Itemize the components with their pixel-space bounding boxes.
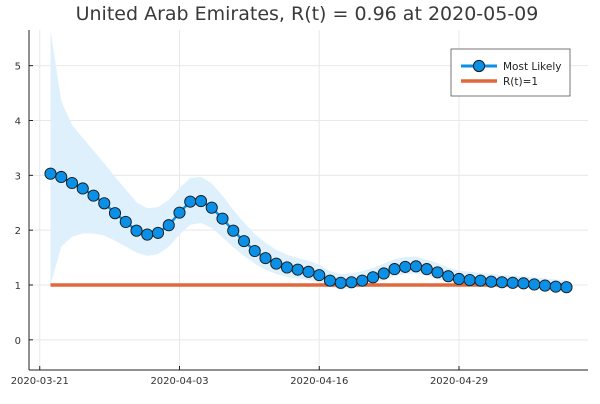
confidence-band bbox=[50, 30, 567, 293]
data-point bbox=[506, 276, 519, 289]
y-tick-label: 0 bbox=[15, 336, 21, 347]
data-point bbox=[162, 219, 175, 232]
data-point bbox=[65, 176, 79, 190]
data-point bbox=[237, 235, 251, 248]
data-point bbox=[108, 207, 122, 220]
data-point bbox=[216, 212, 229, 225]
legend: Most Likely R(t)=1 bbox=[450, 48, 571, 97]
data-point bbox=[485, 275, 498, 288]
data-point bbox=[44, 167, 57, 180]
data-point bbox=[323, 274, 337, 287]
data-point bbox=[538, 279, 552, 292]
legend-box bbox=[450, 48, 571, 97]
data-point bbox=[549, 280, 562, 293]
data-point bbox=[452, 272, 466, 286]
data-point bbox=[130, 224, 143, 237]
data-point bbox=[366, 271, 380, 284]
data-point bbox=[184, 195, 197, 208]
data-point bbox=[431, 266, 444, 279]
legend-marker-most-likely bbox=[472, 59, 486, 73]
data-point bbox=[345, 276, 358, 289]
data-point bbox=[334, 276, 347, 289]
data-point bbox=[270, 257, 283, 270]
data-point bbox=[560, 281, 573, 294]
series bbox=[44, 167, 573, 294]
axes bbox=[28, 30, 588, 371]
uncertainty-band bbox=[50, 30, 567, 293]
data-point bbox=[517, 277, 530, 290]
y-tick-label: 3 bbox=[15, 171, 21, 182]
data-point bbox=[76, 182, 89, 195]
data-point bbox=[356, 274, 369, 287]
y-tick-label: 2 bbox=[15, 226, 21, 237]
data-point bbox=[409, 260, 423, 273]
data-point bbox=[442, 270, 455, 283]
data-point bbox=[291, 263, 304, 276]
y-tick-label: 5 bbox=[15, 62, 21, 73]
data-point bbox=[141, 228, 154, 241]
data-point bbox=[495, 276, 509, 289]
data-point bbox=[399, 260, 412, 273]
x-tick-label: 2020-04-16 bbox=[290, 376, 348, 387]
data-point bbox=[151, 226, 165, 239]
data-point bbox=[248, 244, 261, 258]
data-point bbox=[173, 206, 186, 219]
data-point bbox=[98, 197, 111, 210]
x-tick-label: 2020-04-29 bbox=[430, 376, 488, 387]
data-point bbox=[119, 215, 132, 228]
data-point bbox=[194, 195, 208, 208]
data-point bbox=[420, 263, 433, 276]
x-tick-label: 2020-04-03 bbox=[150, 376, 208, 387]
data-point bbox=[302, 265, 315, 278]
data-point bbox=[259, 252, 272, 265]
chart-title: United Arab Emirates, R(t) = 0.96 at 202… bbox=[76, 3, 539, 25]
data-point bbox=[377, 267, 390, 280]
data-point bbox=[474, 274, 487, 287]
y-tick-label: 4 bbox=[15, 116, 21, 127]
legend-label-most-likely: Most Likely bbox=[503, 61, 561, 73]
data-point bbox=[205, 201, 218, 214]
data-point bbox=[463, 274, 476, 287]
data-point bbox=[55, 170, 68, 184]
data-point bbox=[388, 263, 401, 276]
legend-label-reference: R(t)=1 bbox=[503, 76, 538, 88]
data-point bbox=[313, 269, 326, 282]
data-point bbox=[87, 189, 100, 202]
x-tick-label: 2020-03-21 bbox=[11, 376, 69, 387]
ticks: 2020-03-21 2020-04-03 2020-04-16 2020-04-29… bbox=[11, 62, 488, 387]
data-point bbox=[227, 224, 240, 237]
data-point bbox=[280, 261, 294, 274]
y-tick-label: 1 bbox=[15, 281, 21, 292]
data-point bbox=[528, 278, 541, 291]
